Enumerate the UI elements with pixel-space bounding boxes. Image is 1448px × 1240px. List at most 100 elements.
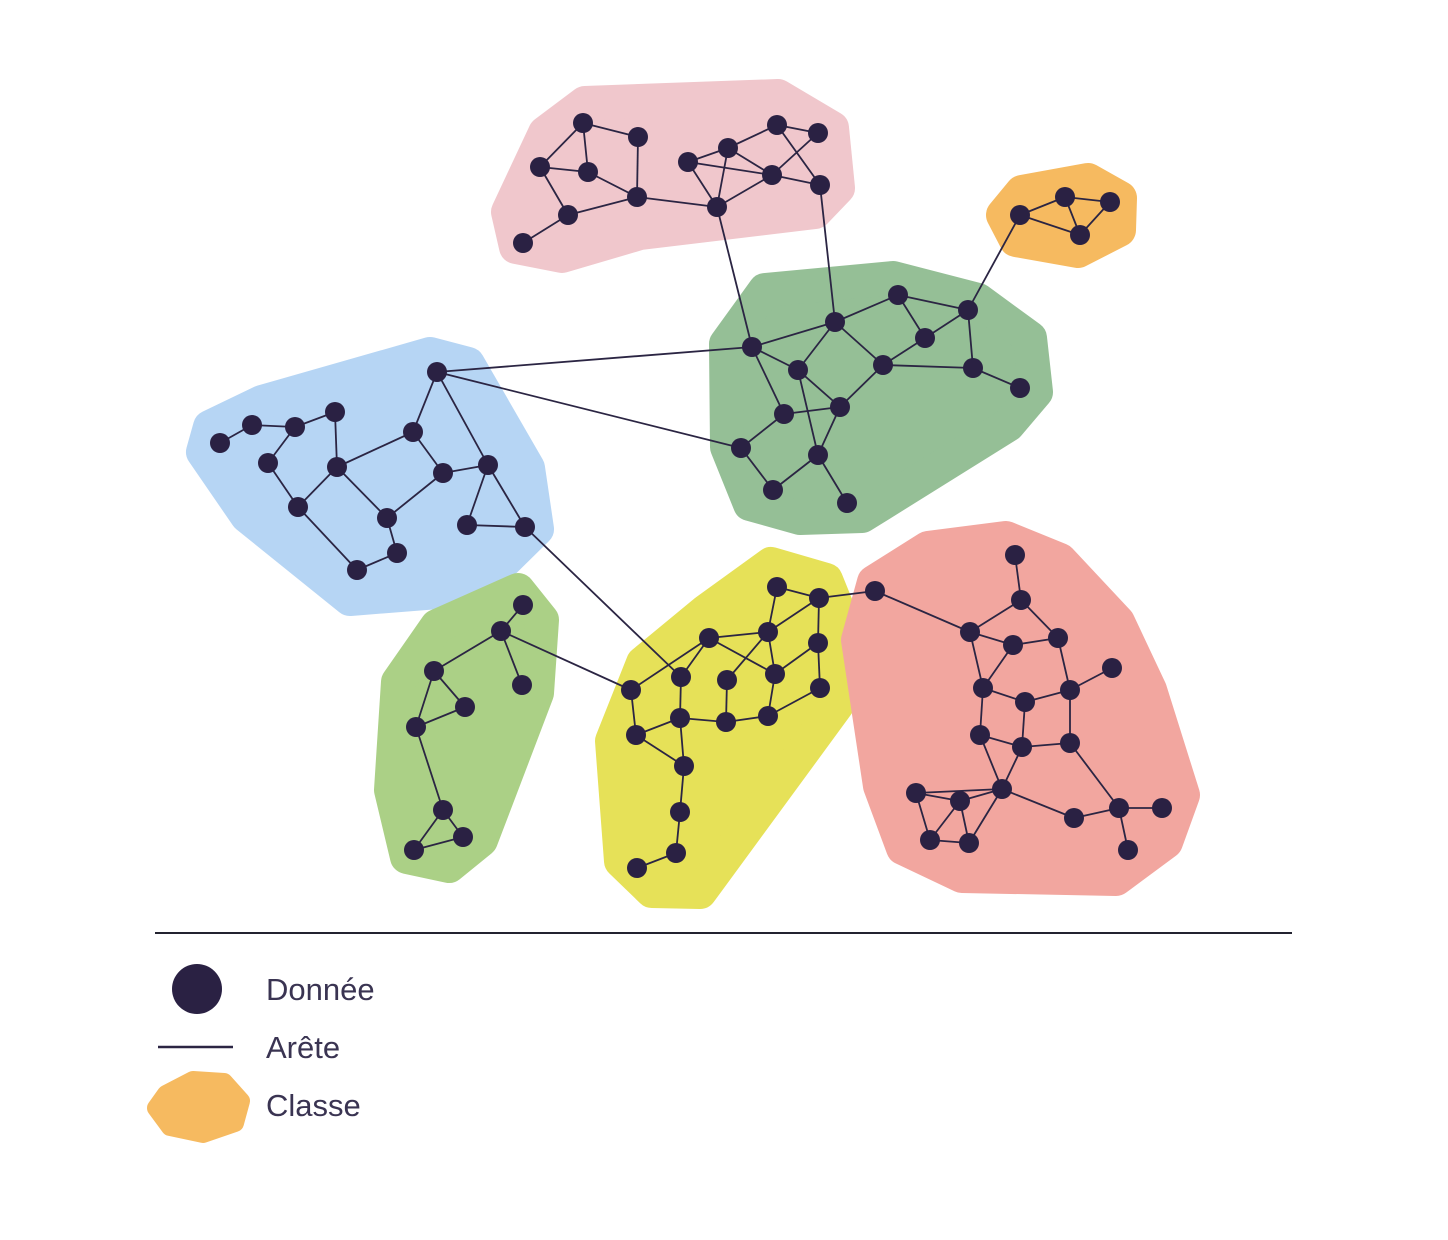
graph-node <box>950 791 970 811</box>
graph-node <box>1055 187 1075 207</box>
graph-node <box>327 457 347 477</box>
graph-node <box>763 480 783 500</box>
graph-node <box>1003 635 1023 655</box>
graph-node <box>973 678 993 698</box>
graph-edge <box>968 788 1003 844</box>
graph-node <box>758 706 778 726</box>
graph-edge <box>386 472 444 519</box>
graph-edge <box>636 196 718 208</box>
graph-node <box>210 433 230 453</box>
graph-node <box>808 445 828 465</box>
graph-node <box>837 493 857 513</box>
graph-edge <box>834 321 884 366</box>
graph-node <box>1010 205 1030 225</box>
cluster-regions-layer <box>186 79 1200 909</box>
graph-edge <box>297 506 358 571</box>
inter-cluster-edge <box>500 630 632 691</box>
graph-node <box>1015 692 1035 712</box>
graph-node <box>285 417 305 437</box>
inter-cluster-edge <box>436 346 753 373</box>
graph-node <box>433 463 453 483</box>
graph-edge <box>797 369 819 456</box>
graph-edge <box>874 590 971 633</box>
graph-node <box>628 127 648 147</box>
graph-node <box>958 300 978 320</box>
inter-cluster-edge <box>524 526 682 678</box>
graph-node <box>1064 808 1084 828</box>
graph-node <box>573 113 593 133</box>
graph-node <box>427 362 447 382</box>
cluster-region-blue <box>186 337 554 616</box>
graph-node <box>678 152 698 172</box>
cluster-region-orange <box>986 163 1137 268</box>
graph-node <box>810 678 830 698</box>
legend-class-swatch <box>147 1071 250 1143</box>
graph-edge <box>433 630 502 672</box>
graph-node <box>671 667 691 687</box>
graph-node <box>809 588 829 608</box>
legend-node-swatch <box>172 964 222 1014</box>
graph-node <box>825 312 845 332</box>
graph-edge <box>882 364 974 369</box>
graph-edge <box>726 631 769 681</box>
graph-edge <box>834 294 899 323</box>
graph-node <box>1012 737 1032 757</box>
graph-node <box>699 628 719 648</box>
graph-edge <box>630 637 710 691</box>
graph-node <box>888 285 908 305</box>
graph-node <box>455 697 475 717</box>
graph-node <box>515 517 535 537</box>
graph-node <box>788 360 808 380</box>
graph-edge <box>636 136 639 198</box>
graph-edge <box>716 147 729 208</box>
graph-node <box>808 633 828 653</box>
inter-cluster-edge <box>716 206 753 348</box>
graph-node <box>288 497 308 517</box>
graph-node <box>457 515 477 535</box>
graph-edge <box>336 466 388 519</box>
graph-node <box>670 708 690 728</box>
graph-edge <box>776 124 821 186</box>
graph-node <box>1152 798 1172 818</box>
graph-edge <box>687 161 773 176</box>
graph-node <box>960 622 980 642</box>
graph-node <box>718 138 738 158</box>
graph-edge <box>539 122 584 168</box>
graph-node <box>830 397 850 417</box>
inter-cluster-edge <box>967 214 1021 311</box>
graph-node <box>530 157 550 177</box>
graph-node <box>970 725 990 745</box>
graph-node <box>258 453 278 473</box>
graph-edge <box>336 431 414 468</box>
graph-edge <box>969 599 1022 633</box>
graph-node <box>621 680 641 700</box>
graph-node <box>512 675 532 695</box>
graph-node <box>717 670 737 690</box>
graph-edge <box>412 371 438 433</box>
legend: Donnée Arête Classe <box>147 932 1292 1143</box>
graph-node <box>1109 798 1129 818</box>
graph-node <box>513 233 533 253</box>
graph-node <box>810 175 830 195</box>
graph-edge <box>708 637 776 675</box>
graph-node <box>959 833 979 853</box>
graph-node <box>670 802 690 822</box>
graph-edge <box>436 371 489 466</box>
graph-node <box>1118 840 1138 860</box>
graph-node <box>626 725 646 745</box>
graph-edge <box>716 174 773 208</box>
graph-node <box>578 162 598 182</box>
graph-node <box>666 843 686 863</box>
graph-node <box>1048 628 1068 648</box>
graph-edge <box>1069 742 1120 809</box>
graph-edge <box>466 464 489 526</box>
graph-node <box>742 337 762 357</box>
graph-node <box>424 661 444 681</box>
graph-node <box>325 402 345 422</box>
graph-edge <box>751 321 836 348</box>
graph-node <box>767 577 787 597</box>
graph-node <box>992 779 1012 799</box>
graph-node <box>1100 192 1120 212</box>
legend-label-donnee: Donnée <box>266 972 375 1007</box>
